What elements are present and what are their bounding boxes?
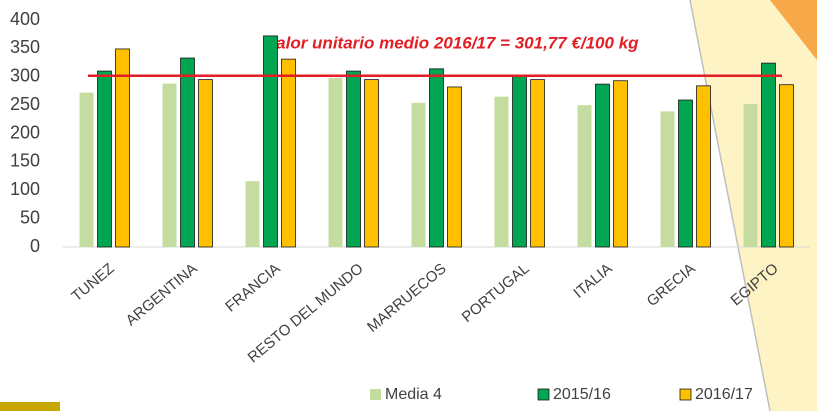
y-tick-label: 150: [10, 151, 40, 171]
x-tick-label: MARRUECOS: [364, 260, 450, 336]
slide-corner: [770, 0, 817, 60]
bar: [595, 83, 610, 248]
legend-label: Media 4: [385, 386, 442, 403]
bar: [577, 105, 592, 247]
bar: [530, 79, 545, 248]
bar: [696, 85, 711, 248]
bar: [281, 58, 296, 248]
x-tick-label: TUNEZ: [68, 260, 117, 305]
x-tick-label: ITALIA: [570, 260, 615, 302]
y-tick-label: 350: [10, 37, 40, 57]
bar: [761, 62, 776, 248]
annotation: Valor unitario medio 2016/17 = 301,77 €/…: [265, 33, 639, 52]
bar: [512, 74, 527, 248]
bar: [743, 103, 758, 248]
legend-swatch: [679, 388, 692, 401]
bar: [263, 35, 278, 248]
legend-swatch: [537, 388, 550, 401]
bar: [97, 70, 112, 248]
x-tick-label: GRECIA: [644, 260, 699, 310]
bar: [180, 57, 195, 248]
bar: [162, 83, 177, 247]
bar: [115, 48, 130, 248]
legend-label: 2015/16: [553, 386, 611, 403]
bar: [328, 77, 343, 247]
bar: [198, 79, 213, 248]
y-tick-label: 250: [10, 94, 40, 114]
y-tick-label: 0: [30, 236, 40, 256]
y-tick-label: 200: [10, 122, 40, 142]
bar: [660, 111, 675, 248]
bar: [346, 70, 361, 248]
bar: [411, 102, 426, 247]
bar: [364, 79, 379, 248]
x-tick-label: PORTUGAL: [459, 260, 533, 326]
bar: [245, 181, 260, 247]
y-tick-label: 300: [10, 66, 40, 86]
legend-label: 2016/17: [695, 386, 753, 403]
bar: [429, 68, 444, 248]
legend-swatch: [370, 389, 381, 400]
slide-footer: [0, 402, 60, 411]
bar: [494, 96, 509, 247]
bar: [613, 80, 628, 248]
bar: [447, 86, 462, 248]
y-tick-label: 400: [10, 9, 40, 29]
bar: [79, 92, 94, 247]
bar: [779, 84, 794, 248]
y-tick-label: 50: [20, 207, 40, 227]
slide-line: [689, 0, 771, 412]
bar: [678, 99, 693, 248]
y-tick-label: 100: [10, 179, 40, 199]
x-tick-label: FRANCIA: [222, 260, 283, 315]
x-tick-label: ARGENTINA: [123, 260, 201, 329]
